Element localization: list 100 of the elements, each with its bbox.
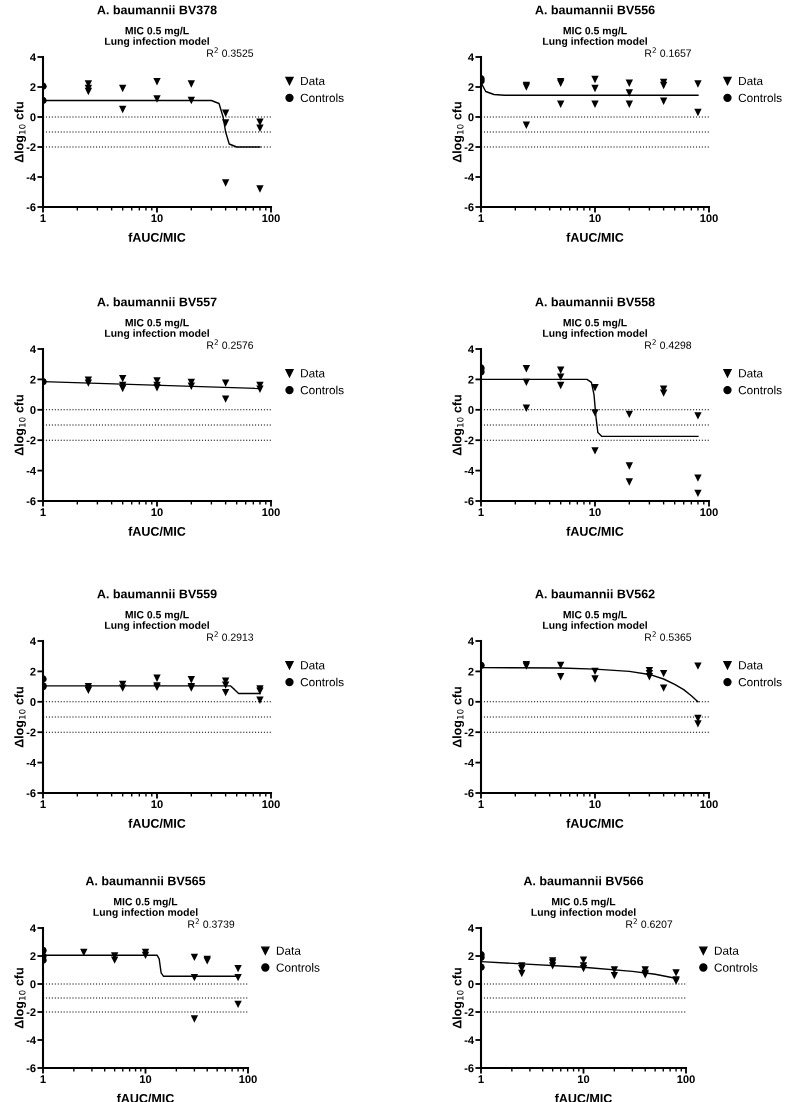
y-tick-label: -2	[26, 1008, 36, 1017]
legend-label: Data	[739, 76, 764, 86]
x-tick-label: 10	[140, 1075, 152, 1084]
x-tick-label: 1	[478, 1075, 484, 1083]
legend-label: Data	[739, 369, 764, 378]
y-tick-label: 4	[468, 345, 474, 354]
y-axis-title: Δlog$_{10}$ cfu	[452, 968, 465, 1029]
chart-subtitle: MIC 0.5 mg/L Lung infection model	[531, 897, 636, 918]
x-axis-title: fAUC/MIC	[128, 526, 186, 536]
chart-title: A. baumannii BV556	[535, 5, 655, 15]
x-tick-label: 1	[478, 508, 484, 516]
y-tick-label: 4	[30, 345, 36, 354]
y-tick-label: 0	[468, 980, 474, 989]
chart-subtitle: MIC 0.5 mg/L Lung infection model	[105, 26, 209, 47]
y-tick-label: 2	[468, 952, 474, 961]
chart-title: A. baumannii BV378	[97, 5, 217, 15]
x-axis-title: fAUC/MIC	[566, 526, 624, 536]
x-tick-label: 1	[40, 1075, 46, 1083]
text: R$^{2}$ 0.1657	[645, 47, 691, 57]
legend-label: Data	[739, 661, 764, 670]
chart-title: A. baumannii BV557	[97, 297, 217, 307]
y-tick-label: 0	[468, 698, 474, 706]
y-tick-label: -2	[26, 728, 36, 737]
text: R$^{2}$ 0.6207	[626, 918, 673, 928]
y-tick-label: 4	[468, 637, 474, 646]
x-tick-label: 1	[40, 214, 46, 222]
y-tick-label: -2	[464, 1008, 474, 1017]
y-tick-label: -4	[26, 173, 36, 182]
y-tick-label: 4	[30, 637, 36, 646]
x-tick-label: 100	[700, 214, 718, 223]
y-axis-title: Δlog$_{10}$ cfu	[452, 102, 465, 163]
y-tick-label: -4	[26, 1036, 36, 1045]
x-tick-label: 10	[589, 508, 601, 517]
chart-title: A. baumannii BV566	[523, 876, 644, 886]
x-tick-label: 1	[478, 800, 484, 808]
y-axis-title: Δlog$_{10}$ cfu	[14, 395, 27, 456]
chart-subtitle: MIC 0.5 mg/L Lung infection model	[105, 610, 209, 631]
y-tick-label: 0	[468, 113, 474, 122]
text: R$^{2}$ 0.3739	[188, 918, 235, 928]
x-axis-title: fAUC/MIC	[554, 1093, 612, 1102]
x-tick-label: 10	[151, 214, 163, 223]
x-tick-label: 10	[151, 800, 163, 809]
y-tick-label: -2	[464, 143, 474, 152]
x-tick-label: 100	[262, 214, 280, 223]
x-tick-label: 100	[700, 800, 718, 809]
chart-title: A. baumannii BV565	[85, 876, 206, 886]
legend-label: Data	[301, 76, 326, 86]
y-tick-label: -6	[464, 203, 474, 212]
y-tick-label: 4	[468, 924, 474, 933]
legend-label: Controls	[738, 93, 782, 103]
y-tick-label: 2	[30, 952, 36, 961]
y-tick-label: -4	[26, 466, 36, 475]
legend-label: Controls	[300, 93, 344, 103]
y-tick-label: 4	[30, 53, 36, 62]
y-tick-label: -4	[464, 466, 474, 475]
chart-subtitle: MIC 0.5 mg/L Lung infection model	[93, 897, 198, 918]
x-tick-label: 100	[677, 1075, 695, 1084]
y-tick-label: -2	[26, 143, 36, 152]
y-tick-label: -6	[26, 497, 36, 506]
y-tick-label: 4	[468, 53, 474, 62]
y-tick-label: 0	[30, 698, 36, 706]
x-tick-label: 1	[478, 214, 484, 222]
x-tick-label: 1	[40, 800, 46, 808]
legend-label: Controls	[714, 963, 758, 972]
y-tick-label: -4	[26, 758, 36, 767]
text: R$^{2}$ 0.2913	[207, 631, 254, 641]
x-axis-title: fAUC/MIC	[128, 232, 186, 242]
chart-subtitle: MIC 0.5 mg/L Lung infection model	[543, 610, 647, 631]
x-axis-title: fAUC/MIC	[566, 232, 624, 242]
y-tick-label: 0	[30, 113, 36, 122]
legend-label: Data	[714, 946, 739, 955]
y-tick-label: -6	[464, 789, 474, 798]
y-tick-label: 0	[30, 980, 36, 989]
y-tick-label: 0	[30, 406, 36, 414]
y-tick-label: 2	[30, 667, 36, 676]
y-tick-label: 0	[468, 406, 474, 414]
x-tick-label: 100	[700, 508, 718, 517]
y-tick-label: 4	[30, 924, 36, 933]
legend-label: Controls	[276, 963, 320, 972]
y-axis-title: Δlog$_{10}$ cfu	[452, 395, 465, 456]
y-tick-label: -4	[464, 173, 474, 182]
y-tick-label: -4	[464, 758, 474, 767]
x-tick-label: 10	[589, 800, 601, 809]
y-tick-label: -4	[464, 1036, 474, 1045]
text: R$^{2}$ 0.2576	[207, 339, 254, 349]
chart-subtitle: MIC 0.5 mg/L Lung infection model	[105, 318, 209, 339]
legend-label: Data	[301, 661, 326, 670]
x-tick-label: 10	[578, 1075, 590, 1084]
chart-subtitle: MIC 0.5 mg/L Lung infection model	[543, 26, 647, 47]
y-tick-label: 2	[468, 375, 474, 384]
y-tick-label: -6	[26, 789, 36, 798]
y-axis-title: Δlog$_{10}$ cfu	[14, 968, 27, 1029]
chart-title: A. baumannii BV562	[535, 589, 655, 599]
legend-label: Controls	[300, 677, 344, 687]
x-axis-title: fAUC/MIC	[566, 818, 624, 828]
x-tick-label: 10	[589, 214, 601, 223]
y-tick-label: -6	[26, 203, 36, 212]
x-tick-label: 10	[151, 508, 163, 517]
y-tick-label: -2	[464, 728, 474, 737]
y-axis-title: Δlog$_{10}$ cfu	[452, 687, 465, 748]
